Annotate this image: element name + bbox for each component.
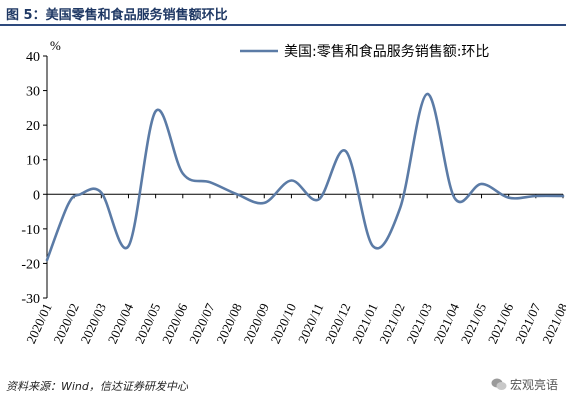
source-note: 资料来源：Wind，信达证券研发中心: [6, 380, 188, 393]
plot-area: [45, 92, 565, 262]
line-chart: -30 -20 -10 0 10 20 30 40% 2020/012020/022020/0…: [21, 38, 566, 346]
wechat-icon: [491, 378, 507, 390]
y-unit-label: %: [50, 38, 61, 53]
legend: 美国:零售和食品服务销售额:环比: [240, 43, 489, 60]
watermark-text: 宏观亮语: [509, 378, 558, 392]
title-divider: [0, 24, 566, 26]
y-tick-label: 30: [26, 85, 40, 100]
y-tick-label: 0: [33, 188, 40, 203]
y-tick-label: 10: [26, 154, 40, 169]
x-axis: 2020/012020/022020/032020/042020/052020/…: [23, 193, 566, 346]
y-tick-label: 40: [26, 50, 40, 65]
y-tick-label: -30: [21, 292, 40, 307]
legend-label: 美国:零售和食品服务销售额:环比: [284, 43, 489, 60]
watermark: 宏观亮语: [491, 376, 558, 393]
y-tick-label: -10: [21, 223, 40, 238]
series-line: [45, 92, 565, 262]
y-axis: -30 -20 -10 0 10 20 30 40%: [21, 38, 61, 307]
figure-title: 图 5：美国零售和食品服务销售额环比: [6, 8, 228, 23]
y-tick-label: -20: [21, 257, 40, 272]
y-tick-label: 20: [26, 119, 40, 134]
